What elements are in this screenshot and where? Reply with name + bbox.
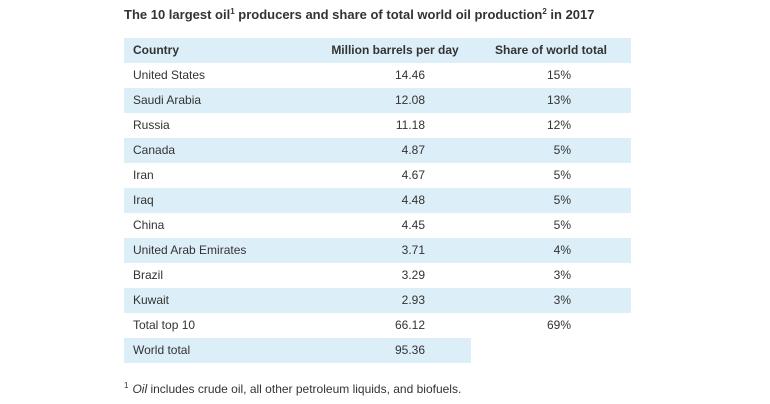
cell-barrels-value: 11.18 [395,118,425,132]
cell-country: Brazil [133,268,164,282]
cell-share-value: 3% [553,268,571,282]
cell-barrels: 14.46 [319,63,471,88]
cell-barrels-value: 4.67 [401,168,425,182]
footnote: 1 Oil includes crude oil, all other petro… [124,381,462,397]
cell-country: Canada [124,138,319,163]
cell-share: 13% [471,88,631,113]
cell-barrels-value: 14.46 [394,68,425,82]
cell-share [471,338,631,363]
cell-share-value: 3% [553,293,571,307]
cell-share-value: 13% [546,93,571,107]
cell-barrels-value: 4.48 [401,193,425,207]
table-row: United Arab Emirates 3.71 4% [124,238,631,263]
cell-barrels-value: 95.36 [394,343,425,357]
cell-country: Russia [133,118,170,132]
cell-barrels-value: 12.08 [394,93,425,107]
cell-share: 69% [471,313,631,338]
title-footnote-marker-1[interactable]: 1 [230,7,235,16]
cell-barrels: 4.48 [319,188,471,213]
table-row: China 4.45 5% [124,213,631,238]
cell-share: 15% [471,63,631,88]
cell-share-value: 12% [546,118,571,132]
cell-barrels-value: 3.71 [401,243,425,257]
table-row: World total 95.36 [124,338,631,363]
cell-country: United States [133,68,206,82]
cell-barrels-value: 66.12 [394,318,425,332]
cell-share-value: 69% [546,318,571,332]
cell-share-value: 15% [546,68,571,82]
footnote-marker: 1 [124,381,129,390]
header-share: Share of world total [471,38,631,63]
table-row: Russia 11.18 12% [124,113,631,138]
header-barrels: Million barrels per day [319,38,471,63]
table-row: Iran 4.67 5% [124,163,631,188]
cell-share: 3% [471,263,631,288]
cell-share-value: 5% [553,218,571,232]
cell-barrels: 4.87 [319,138,471,163]
cell-country: Iraq [124,188,319,213]
cell-barrels: 3.29 [319,263,471,288]
cell-barrels: 4.67 [319,163,471,188]
table-title: The 10 largest oil1 producers and share … [124,7,595,22]
title-footnote-marker-2[interactable]: 2 [542,7,547,16]
cell-share: 5% [471,138,631,163]
cell-barrels: 2.93 [319,288,471,313]
footnote-italic-term: Oil [132,382,148,396]
cell-barrels-value: 2.93 [401,293,425,307]
title-text-1: The 10 largest oil [124,7,231,22]
table-row: Canada 4.87 5% [124,138,631,163]
cell-barrels: 11.18 [319,113,471,138]
footnote-text: includes crude oil, all other petroleum … [147,382,462,396]
cell-country: World total [124,338,319,363]
cell-share-value: 5% [553,168,571,182]
table-row: Kuwait 2.93 3% [124,288,631,313]
cell-country: Total top 10 [133,318,196,332]
cell-barrels-value: 3.29 [401,268,425,282]
cell-barrels: 66.12 [319,313,471,338]
table-header-row: Country Million barrels per day Share of… [124,38,631,63]
cell-country: Kuwait [124,288,319,313]
table-row: Total top 10 66.12 69% [124,313,631,338]
oil-producers-table: Country Million barrels per day Share of… [124,38,631,363]
cell-country: Iran [133,168,154,182]
table-row: Iraq 4.48 5% [124,188,631,213]
cell-country: Saudi Arabia [124,88,319,113]
cell-country: United Arab Emirates [124,238,319,263]
table-row: United States 14.46 15% [124,63,631,88]
cell-share-value: 5% [553,193,571,207]
cell-share: 4% [471,238,631,263]
cell-share-value: 5% [553,143,571,157]
cell-share: 5% [471,163,631,188]
cell-barrels: 12.08 [319,88,471,113]
cell-country: China [133,218,165,232]
cell-share-value: 4% [553,243,571,257]
cell-share: 3% [471,288,631,313]
title-text-2: producers and share of total world oil p… [234,7,543,22]
cell-barrels: 95.36 [319,338,471,363]
cell-barrels: 4.45 [319,213,471,238]
cell-share: 5% [471,188,631,213]
cell-share: 12% [471,113,631,138]
cell-barrels-value: 4.87 [401,143,425,157]
table-row: Saudi Arabia 12.08 13% [124,88,631,113]
title-text-3: in 2017 [546,7,595,22]
cell-share: 5% [471,213,631,238]
cell-barrels: 3.71 [319,238,471,263]
cell-barrels-value: 4.45 [401,218,425,232]
table-row: Brazil 3.29 3% [124,263,631,288]
header-country: Country [124,38,319,63]
